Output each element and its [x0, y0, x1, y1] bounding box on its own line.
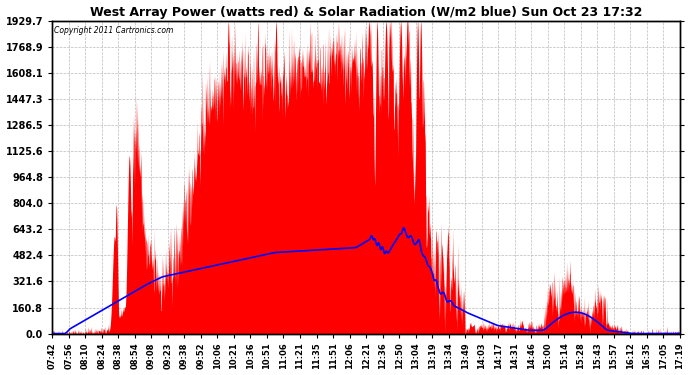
- Title: West Array Power (watts red) & Solar Radiation (W/m2 blue) Sun Oct 23 17:32: West Array Power (watts red) & Solar Rad…: [90, 6, 642, 18]
- Text: Copyright 2011 Cartronics.com: Copyright 2011 Cartronics.com: [54, 26, 173, 35]
